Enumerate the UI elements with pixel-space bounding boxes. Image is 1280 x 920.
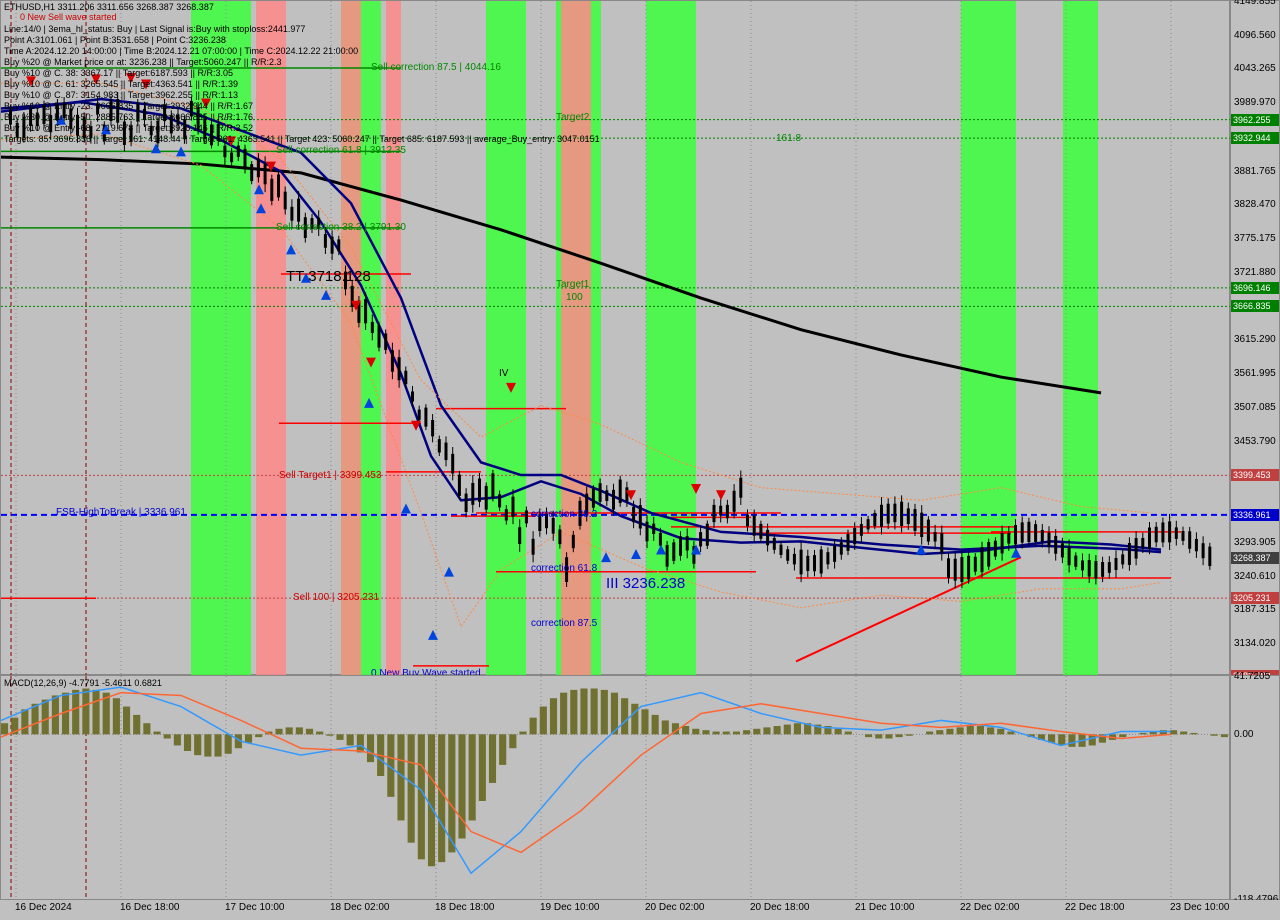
chart-annotation: III 3236.238 [606, 575, 685, 592]
y-tick: 3615.290 [1234, 334, 1276, 345]
price-level-box: 3399.453 [1231, 469, 1279, 481]
x-tick: 16 Dec 18:00 [120, 902, 180, 913]
x-tick: 22 Dec 18:00 [1065, 902, 1125, 913]
info-line: Buy %10 @ C. 61: 3265.545 || Target:4363… [4, 79, 238, 89]
y-tick: 3134.020 [1234, 638, 1276, 649]
chart-annotation: correction 61.8 [531, 563, 597, 574]
x-axis: 16 Dec 2024 16 Dec 18:00 17 Dec 10:00 18 De… [0, 900, 1280, 920]
chart-annotation: FSB-HighToBreak | 3336.961 [56, 507, 186, 518]
chart-container: Sell correction 87.5 | 4044.16 Sell corre… [0, 0, 1280, 920]
chart-title: ETHUSD,H1 3311.206 3311.656 3268.387 326… [4, 2, 214, 12]
chart-annotation: Sell Target1 | 3399.453 [279, 470, 382, 481]
chart-annotation: correction 38.2 [531, 509, 597, 520]
x-tick: 19 Dec 10:00 [540, 902, 600, 913]
x-tick: 17 Dec 10:00 [225, 902, 285, 913]
x-tick: 20 Dec 02:00 [645, 902, 705, 913]
chart-annotation: 100 [566, 292, 583, 303]
macd-y-tick: 0.00 [1234, 729, 1253, 740]
info-line: Buy %30 @ Entry -50: 2885.763 || Target:… [4, 112, 253, 122]
y-tick: 3721.880 [1234, 267, 1276, 278]
info-line: Targets: 85: 3696.836 || Target 161: 414… [4, 134, 600, 144]
info-line: Buy %10 @ Entry -23: 3666.835 || Target:… [4, 101, 253, 111]
info-line: Point A:3101.061 | Point B:3531.658 | Po… [4, 35, 226, 45]
chart-annotation: IV [499, 368, 508, 379]
chart-annotation: 161.8 [776, 133, 801, 144]
y-tick: 3828.470 [1234, 199, 1276, 210]
y-axis-main: 4149.855 4096.560 4043.265 3989.970 3881.765… [1230, 0, 1280, 675]
x-tick: 21 Dec 10:00 [855, 902, 915, 913]
x-tick: 16 Dec 2024 [15, 902, 72, 913]
y-axis-macd: 41.72050.00-118.4796 [1230, 675, 1280, 900]
x-tick: 18 Dec 18:00 [435, 902, 495, 913]
chart-annotation: Sell correction 61.8 | 3912.35 [276, 145, 406, 156]
chart-annotation: Sell correction 38.2 | 3791.30 [276, 222, 406, 233]
info-line: Line:14/0 | 3ema_hl_status: Buy | Last S… [4, 24, 305, 34]
y-tick: 3293.905 [1234, 537, 1276, 548]
y-tick: 3881.765 [1234, 166, 1276, 177]
y-tick: 3453.790 [1234, 436, 1276, 447]
y-tick: 4149.855 [1234, 0, 1276, 7]
info-line: Buy %10 @ C. 87: 3154.983 || Target:3962… [4, 90, 238, 100]
y-tick: 3240.610 [1234, 571, 1276, 582]
y-tick: 3989.970 [1234, 97, 1276, 108]
macd-title: MACD(12,26,9) -4.7791 -5.4611 0.6821 [4, 678, 162, 688]
y-tick: 4096.560 [1234, 30, 1276, 41]
y-tick: 3507.085 [1234, 402, 1276, 413]
y-tick: 3187.315 [1234, 604, 1276, 615]
y-tick: 3561.995 [1234, 368, 1276, 379]
price-level-box: 3336.961 [1231, 509, 1279, 521]
chart-annotation: Sell 100 | 3205.231 [293, 592, 379, 603]
x-tick: 20 Dec 18:00 [750, 902, 810, 913]
x-tick: 23 Dec 10:00 [1170, 902, 1230, 913]
info-line: Buy %20 @ Market price or at: 3236.238 |… [4, 57, 281, 67]
chart-annotation: correction 87.5 [531, 618, 597, 629]
macd-indicator-chart[interactable] [0, 675, 1230, 900]
macd-y-tick: 41.7205 [1234, 671, 1270, 682]
info-line: Time A:2024.12.20 14:00:00 | Time B:2024… [4, 46, 358, 56]
info-line: Buy %10 @ Entry -68: 2719.678 || Target:… [4, 123, 253, 133]
price-level-box: 3205.231 [1231, 592, 1279, 604]
price-level-box: 3268.387 [1231, 552, 1279, 564]
chart-subtitle: 0 New Sell wave started [20, 12, 117, 22]
chart-annotation: Sell correction 87.5 | 4044.16 [371, 62, 501, 73]
chart-annotation: Target2 [556, 112, 589, 123]
x-tick: 18 Dec 02:00 [330, 902, 390, 913]
price-level-box: 3962.255 [1231, 114, 1279, 126]
y-tick: 4043.265 [1234, 63, 1276, 74]
chart-annotation: Target1 [556, 279, 589, 290]
price-level-box: 3932.944 [1231, 132, 1279, 144]
info-line: Buy %10 @ C. 38: 3367.17 || Target:6187.… [4, 68, 233, 78]
x-tick: 22 Dec 02:00 [960, 902, 1020, 913]
price-level-box: 3666.835 [1231, 300, 1279, 312]
y-tick: 3775.175 [1234, 233, 1276, 244]
chart-annotation: TT 3718.128 [286, 268, 371, 285]
price-level-box: 3696.146 [1231, 282, 1279, 294]
